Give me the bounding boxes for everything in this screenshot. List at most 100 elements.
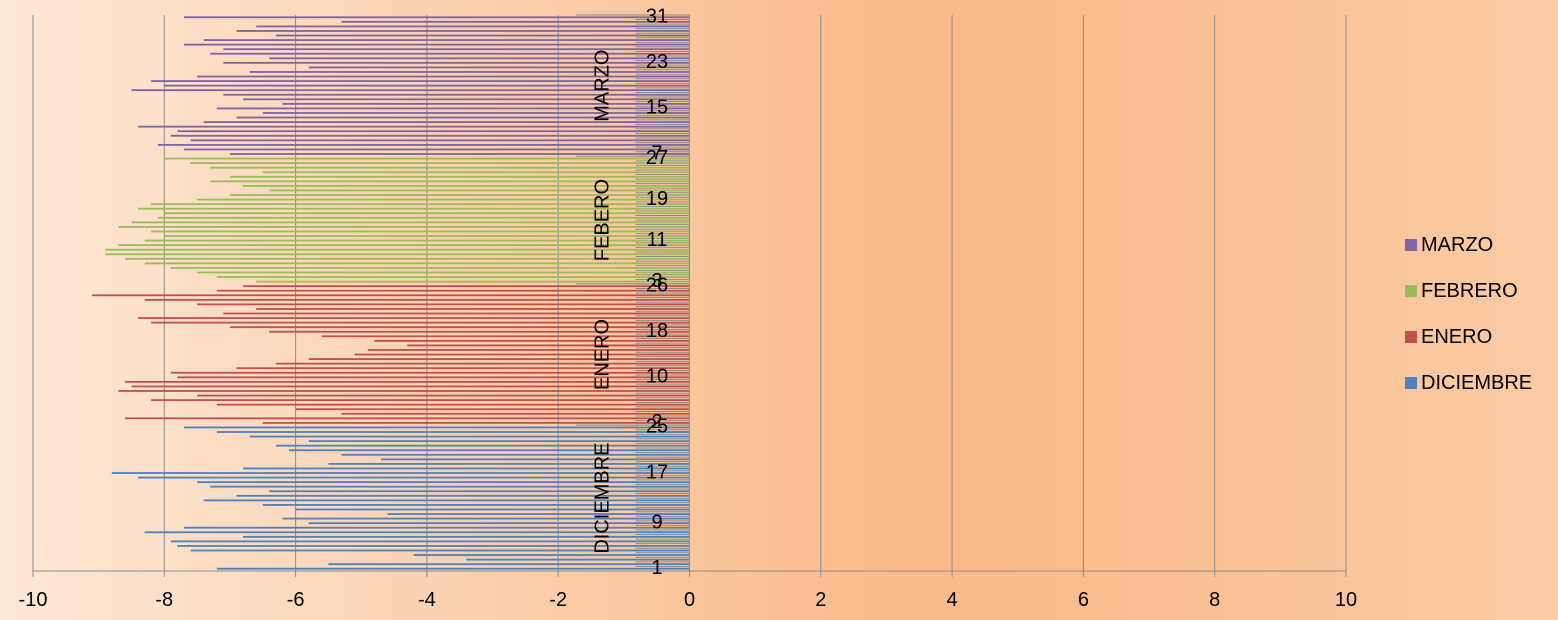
group-label-0: DICIEMBRE [591, 443, 613, 554]
bar-febero-7 [105, 253, 690, 256]
bar-marzo-8 [203, 121, 690, 124]
bar-marzo-19 [249, 71, 690, 73]
bar-febero-20 [229, 194, 690, 196]
bar-enero-15 [308, 358, 690, 360]
bar-diciembre-1 [216, 567, 690, 570]
bar-enero-22 [229, 326, 690, 329]
bar-diciembre-5 [190, 549, 690, 552]
bar-diciembre-4 [413, 554, 690, 556]
bar-marzo-14 [223, 93, 690, 96]
day-label-0-1: 9 [651, 511, 662, 533]
legend-item-marzo: MARZO [1405, 222, 1532, 268]
legend-item-febrero: FEBRERO [1405, 268, 1532, 314]
legend-swatch-diciembre [1405, 377, 1417, 389]
day-label-2-3: 27 [646, 147, 668, 169]
bar-diciembre-21 [138, 476, 690, 479]
day-label-3-2: 23 [646, 51, 668, 73]
bar-marzo-17 [151, 80, 690, 82]
bar-enero-28 [144, 298, 690, 301]
bar-febero-8 [105, 248, 690, 251]
bar-marzo-29 [256, 25, 690, 28]
bar-febero-9 [118, 244, 690, 247]
group-label-2: FEBERO [591, 179, 613, 261]
bar-febero-21 [269, 189, 690, 192]
bar-marzo-13 [243, 98, 690, 101]
bar-diciembre-22 [111, 472, 690, 474]
bar-febero-18 [151, 203, 690, 206]
bar-enero-7 [197, 394, 690, 397]
bar-marzo-5 [170, 134, 690, 137]
bar-enero-14 [275, 362, 690, 365]
bar-febero-15 [157, 216, 690, 219]
bar-diciembre-3 [466, 558, 690, 561]
bar-enero-17 [367, 349, 690, 351]
bar-febero-19 [197, 198, 690, 201]
bar-diciembre-28 [275, 444, 690, 447]
bar-enero-11 [177, 376, 690, 379]
bar-marzo-20 [308, 66, 690, 69]
bar-marzo-3 [157, 143, 690, 146]
bar-diciembre-30 [249, 435, 690, 438]
legend-item-diciembre: DICIEMBRE [1405, 360, 1532, 406]
legend-swatch-febrero [1405, 285, 1417, 297]
bar-enero-31 [243, 285, 690, 288]
legend-label-enero: ENERO [1421, 325, 1493, 348]
bar-febero-4 [170, 267, 690, 269]
bar-enero-30 [216, 289, 690, 292]
bar-enero-20 [321, 335, 690, 338]
bar-marzo-28 [236, 30, 690, 32]
bar-enero-19 [374, 339, 690, 342]
bar-enero-27 [197, 303, 690, 306]
bar-diciembre-23 [243, 467, 690, 470]
bar-diciembre-17 [236, 494, 690, 497]
bar-febero-1 [256, 280, 690, 283]
bar-diciembre-16 [203, 499, 690, 502]
day-label-1-3: 26 [646, 274, 668, 296]
bar-diciembre-14 [295, 508, 690, 511]
bar-marzo-31 [183, 16, 690, 19]
bar-marzo-21 [223, 61, 690, 64]
legend: MARZO FEBRERO ENERO DICIEMBRE [1405, 222, 1532, 406]
bar-enero-26 [256, 308, 690, 310]
bar-febero-25 [262, 171, 690, 174]
axis [32, 14, 1347, 577]
bar-enero-1 [262, 421, 690, 424]
bar-marzo-16 [164, 84, 690, 87]
bar-febero-5 [144, 262, 690, 265]
day-label-2-2: 19 [646, 188, 668, 210]
bar-febero-13 [118, 226, 690, 228]
bar-marzo-12 [282, 102, 690, 105]
bar-diciembre-24 [328, 462, 690, 465]
bar-febero-23 [210, 180, 690, 183]
bar-marzo-9 [236, 116, 690, 119]
bar-enero-3 [341, 412, 690, 415]
day-label-3-0: 7 [651, 142, 662, 164]
bar-marzo-18 [197, 75, 690, 78]
x-tick-label-4: -2 [549, 589, 567, 611]
bar-marzo-6 [177, 130, 690, 133]
bar-diciembre-18 [269, 490, 690, 493]
bar-marzo-11 [216, 107, 690, 110]
bar-marzo-27 [275, 34, 690, 37]
x-tick-label-6: 2 [815, 589, 826, 611]
bar-diciembre-12 [282, 517, 690, 520]
x-tick-label-9: 8 [1209, 589, 1220, 611]
legend-item-enero: ENERO [1405, 314, 1532, 360]
x-tick-label-7: 4 [947, 589, 958, 611]
day-label-1-2: 18 [646, 320, 668, 342]
legend-swatch-enero [1405, 331, 1417, 343]
bar-febero-14 [131, 221, 690, 224]
bar-febero-26 [210, 166, 690, 169]
bar-enero-16 [354, 353, 690, 356]
bar-febero-3 [197, 271, 690, 274]
bar-febero-2 [216, 276, 690, 278]
bar-diciembre-27 [289, 449, 690, 452]
day-label-0-0: 1 [651, 557, 662, 579]
bar-diciembre-8 [243, 535, 690, 538]
bars [92, 16, 690, 570]
bar-enero-23 [151, 321, 690, 324]
day-label-1-1: 10 [646, 366, 668, 388]
bar-diciembre-20 [197, 481, 690, 484]
bar-diciembre-26 [341, 453, 690, 456]
